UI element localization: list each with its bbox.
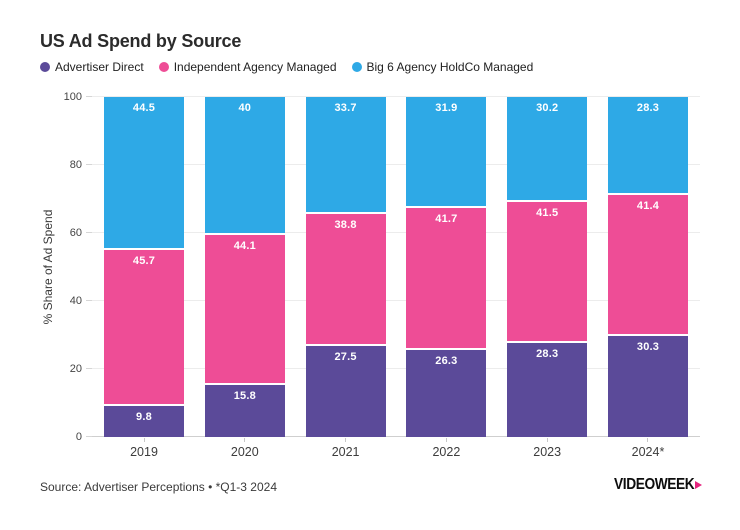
- bar-value-label: 28.3: [536, 347, 559, 360]
- y-tick-label: 40: [69, 295, 82, 307]
- x-tick-mark: [647, 438, 649, 442]
- legend-dot-icon: [158, 62, 169, 72]
- legend-item-big-6-agency-holdco-managed: Big 6 Agency HoldCo Managed: [351, 60, 534, 74]
- bar-value-label: 41.4: [636, 200, 660, 213]
- legend-dot-icon: [40, 62, 50, 72]
- x-tick-label: 2023: [533, 445, 562, 459]
- y-tick-label: 20: [69, 363, 82, 375]
- y-axis-ticks: 0 20 40 60 80 100: [40, 91, 82, 443]
- y-tick-mark: [86, 164, 92, 165]
- gridline-20: [92, 368, 700, 369]
- bar-segment-independent-agency-managed: 44.1: [204, 233, 285, 384]
- legend-dot-icon: [351, 62, 362, 72]
- legend-label: Independent Agency Managed: [173, 60, 337, 74]
- bar-segment-advertiser-direct: 28.3: [507, 340, 588, 437]
- bar-value-label: 41.5: [536, 206, 559, 219]
- bar-segment-big-6-agency-holdco-managed: 31.9: [406, 97, 487, 206]
- gridline-40: [92, 300, 700, 301]
- bar-value-label: 44.1: [233, 240, 256, 253]
- bar-value-label: 30.3: [636, 340, 660, 353]
- x-tick-label: 2021: [331, 445, 360, 459]
- bar-segment-big-6-agency-holdco-managed: 40: [204, 97, 285, 234]
- x-label-2023: 2023: [507, 438, 587, 459]
- bar-segment-big-6-agency-holdco-managed: 33.7: [305, 97, 386, 212]
- bar-2024-: 28.3 41.4 30.3: [607, 97, 688, 437]
- bar-2022: 31.9 41.7 26.3: [406, 97, 487, 437]
- gridline-0: [92, 436, 700, 437]
- videoweek-logo: VIDEOWEEK: [601, 476, 702, 494]
- y-tick-label: 60: [69, 227, 82, 239]
- play-arrow-icon: [695, 481, 702, 489]
- bar-value-label: 27.5: [334, 350, 357, 363]
- bar-segment-advertiser-direct: 30.3: [607, 333, 688, 437]
- bar-value-label: 30.2: [536, 102, 559, 115]
- y-tick-mark: [86, 368, 92, 369]
- x-label-2022: 2022: [406, 438, 486, 459]
- bar-segment-independent-agency-managed: 41.4: [607, 193, 688, 334]
- x-label-2024-: 2024*: [608, 438, 688, 459]
- bar-value-label: 45.7: [132, 255, 156, 268]
- bar-segment-big-6-agency-holdco-managed: 44.5: [104, 97, 184, 249]
- bar-segment-independent-agency-managed: 38.8: [305, 211, 386, 344]
- x-axis-labels: 2019 2020 2021 2022 2023 2024*: [92, 438, 700, 459]
- x-label-2019: 2019: [104, 438, 184, 459]
- bar-segment-independent-agency-managed: 41.7: [406, 205, 487, 348]
- source-note: Source: Advertiser Perceptions • *Q1-3 2…: [40, 480, 277, 494]
- legend-label: Advertiser Direct: [55, 60, 144, 74]
- bar-value-label: 44.5: [132, 102, 156, 115]
- bar-value-label: 31.9: [435, 102, 458, 115]
- bar-2021: 33.7 38.8 27.5: [305, 97, 386, 437]
- chart-title: US Ad Spend by Source: [40, 31, 242, 51]
- plot-area: 44.5 45.7 9.8 40 44.1 15.8 33.7 38.8 27.5 31.9 41.…: [86, 96, 700, 437]
- y-tick-mark: [86, 436, 92, 437]
- y-tick-mark: [86, 232, 92, 233]
- bar-value-label: 38.8: [334, 218, 357, 231]
- bar-segment-big-6-agency-holdco-managed: 28.3: [607, 97, 688, 194]
- bar-2019: 44.5 45.7 9.8: [104, 97, 184, 437]
- gridline-100: [92, 96, 700, 97]
- y-tick-label: 0: [75, 431, 82, 443]
- bar-value-label: 40: [238, 102, 252, 115]
- bar-value-label: 26.3: [435, 354, 458, 367]
- x-tick-mark: [445, 438, 447, 442]
- x-tick-label: 2024*: [631, 445, 665, 459]
- bar-value-label: 41.7: [435, 212, 458, 225]
- logo-text: VIDEOWEEK: [613, 476, 695, 493]
- y-tick-mark: [86, 96, 92, 97]
- bar-segment-advertiser-direct: 9.8: [104, 403, 184, 437]
- x-tick-label: 2020: [230, 445, 259, 459]
- bar-value-label: 9.8: [136, 410, 152, 423]
- x-label-2020: 2020: [205, 438, 285, 459]
- y-tick-mark: [86, 300, 92, 301]
- bar-segment-independent-agency-managed: 45.7: [104, 248, 184, 404]
- bar-segment-advertiser-direct: 27.5: [305, 343, 386, 437]
- legend-item-advertiser-direct: Advertiser Direct: [40, 60, 144, 74]
- bar-segment-independent-agency-managed: 41.5: [507, 199, 588, 341]
- bar-2020: 40 44.1 15.8: [204, 97, 285, 437]
- bar-value-label: 28.3: [636, 102, 660, 115]
- x-tick-mark: [546, 438, 548, 442]
- legend-item-independent-agency-managed: Independent Agency Managed: [158, 60, 337, 74]
- bar-segment-big-6-agency-holdco-managed: 30.2: [507, 97, 588, 200]
- x-tick-mark: [345, 438, 347, 442]
- bars-container: 44.5 45.7 9.8 40 44.1 15.8 33.7 38.8 27.5 31.9 41.…: [92, 97, 700, 437]
- bar-value-label: 33.7: [334, 102, 357, 115]
- legend: Advertiser Direct Independent Agency Mana…: [40, 60, 533, 74]
- bar-segment-advertiser-direct: 26.3: [406, 347, 487, 437]
- bar-value-label: 15.8: [233, 390, 256, 403]
- y-tick-label: 100: [63, 91, 82, 103]
- x-tick-mark: [244, 438, 246, 442]
- x-tick-label: 2022: [432, 445, 461, 459]
- x-label-2021: 2021: [306, 438, 386, 459]
- gridline-80: [92, 164, 700, 165]
- gridline-60: [92, 232, 700, 233]
- x-tick-mark: [143, 438, 145, 442]
- x-tick-label: 2019: [130, 445, 158, 459]
- legend-label: Big 6 Agency HoldCo Managed: [366, 60, 534, 74]
- bar-segment-advertiser-direct: 15.8: [204, 383, 285, 437]
- bar-2023: 30.2 41.5 28.3: [507, 97, 588, 437]
- y-tick-label: 80: [69, 159, 82, 171]
